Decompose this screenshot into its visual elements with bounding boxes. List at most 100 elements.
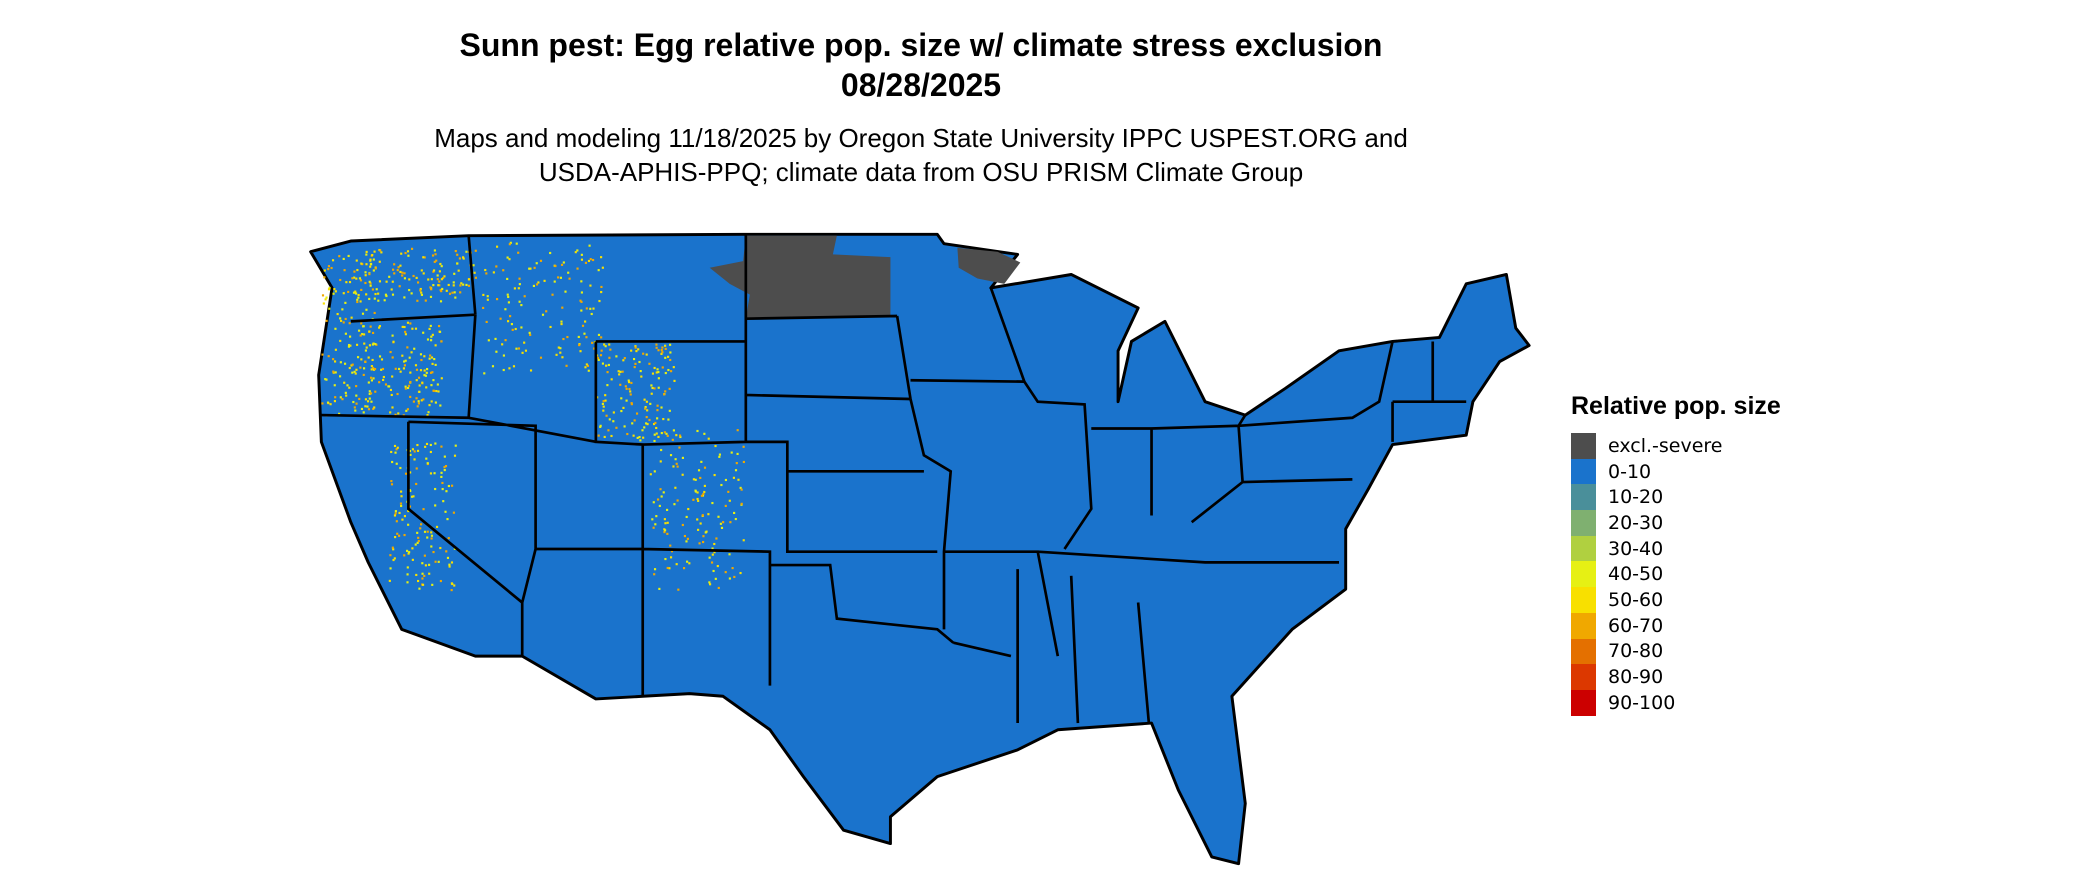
hotspot-cell xyxy=(506,293,509,296)
hotspot-cell xyxy=(368,344,372,347)
hotspot-cell xyxy=(434,401,437,404)
hotspot-cell xyxy=(445,289,448,292)
hotspot-cell xyxy=(608,343,611,346)
hotspot-cell xyxy=(363,342,366,345)
hotspot-cell xyxy=(637,348,640,351)
hotspot-cell xyxy=(696,491,699,494)
hotspot-cell xyxy=(347,290,350,293)
hotspot-cell xyxy=(664,390,667,393)
hotspot-cell xyxy=(448,292,452,295)
hotspot-cell xyxy=(423,574,426,577)
hotspot-cell xyxy=(374,343,377,346)
hotspot-cell xyxy=(355,368,358,371)
hotspot-cell xyxy=(694,490,697,493)
hotspot-cell xyxy=(430,339,433,342)
hotspot-cell xyxy=(729,521,732,524)
legend-label: 90-100 xyxy=(1608,691,1676,714)
hotspot-cell xyxy=(601,266,604,269)
hotspot-cell xyxy=(390,393,393,397)
hotspot-cell xyxy=(369,376,373,379)
hotspot-cell xyxy=(422,398,425,401)
hotspot-cell xyxy=(429,324,432,327)
hotspot-cell xyxy=(415,379,418,382)
hotspot-cell xyxy=(433,260,436,263)
hotspot-cell xyxy=(368,297,371,301)
hotspot-cell xyxy=(365,253,368,256)
hotspot-cell xyxy=(598,299,601,303)
hotspot-cell xyxy=(403,325,406,329)
hotspot-cell xyxy=(400,495,403,498)
hotspot-cell xyxy=(343,362,347,365)
hotspot-cell xyxy=(401,274,404,277)
legend: Relative pop. size excl.-severe 0-10 10-20… xyxy=(1571,392,1781,716)
hotspot-cell xyxy=(472,264,475,267)
hotspot-cell xyxy=(681,456,684,459)
hotspot-cell xyxy=(394,536,397,539)
hotspot-cell xyxy=(397,266,400,269)
hotspot-cell xyxy=(535,262,538,265)
hotspot-cell xyxy=(406,581,409,584)
hotspot-cell xyxy=(668,409,671,412)
hotspot-cell xyxy=(355,385,358,388)
hotspot-cell xyxy=(403,364,406,367)
hotspot-cell xyxy=(508,367,511,370)
hotspot-cell xyxy=(353,406,356,409)
hotspot-cell xyxy=(432,284,435,287)
hotspot-cell xyxy=(660,431,663,435)
hotspot-cell xyxy=(589,284,592,287)
hotspot-cell xyxy=(697,528,700,531)
hotspot-cell xyxy=(495,265,498,268)
hotspot-cell xyxy=(459,291,462,294)
hotspot-cell xyxy=(602,409,605,412)
hotspot-cell xyxy=(694,478,697,481)
hotspot-cell xyxy=(360,407,364,411)
hotspot-cell xyxy=(419,353,423,356)
hotspot-cell xyxy=(433,249,436,252)
hotspot-cell xyxy=(704,531,707,534)
hotspot-cell xyxy=(678,434,682,437)
legend-label: 10-20 xyxy=(1608,486,1664,509)
hotspot-cell xyxy=(669,454,673,457)
hotspot-cell xyxy=(674,458,677,461)
hotspot-cell xyxy=(409,371,412,374)
legend-swatch xyxy=(1571,433,1596,459)
hotspot-cell xyxy=(393,557,396,560)
hotspot-cell xyxy=(635,412,639,415)
hotspot-cell xyxy=(338,255,341,258)
hotspot-cell xyxy=(646,423,649,426)
hotspot-cell xyxy=(339,339,342,342)
hotspot-cell xyxy=(363,367,366,370)
hotspot-cell xyxy=(431,583,434,586)
hotspot-cell xyxy=(404,333,407,336)
hotspot-cell xyxy=(403,554,406,557)
hotspot-cell xyxy=(392,548,395,551)
hotspot-cell xyxy=(574,251,577,254)
hotspot-cell xyxy=(628,387,631,391)
legend-swatch xyxy=(1571,664,1596,690)
hotspot-cell xyxy=(709,583,712,586)
hotspot-cell xyxy=(532,284,536,288)
hotspot-cell xyxy=(708,581,711,584)
hotspot-cell xyxy=(504,308,507,311)
hotspot-cell xyxy=(409,489,412,493)
hotspot-cell xyxy=(334,290,337,293)
hotspot-cell xyxy=(724,571,727,574)
hotspot-cell xyxy=(409,471,412,474)
hotspot-cell xyxy=(453,291,456,294)
hotspot-cell xyxy=(403,533,406,537)
hotspot-cell xyxy=(394,367,397,370)
hotspot-cell xyxy=(416,299,419,302)
hotspot-cell xyxy=(502,354,505,357)
hotspot-cell xyxy=(533,266,536,269)
hotspot-cell xyxy=(728,553,731,556)
hotspot-cell xyxy=(620,397,623,400)
hotspot-cell xyxy=(434,442,437,445)
hotspot-cell xyxy=(644,406,647,409)
hotspot-cell xyxy=(380,358,384,361)
hotspot-cell xyxy=(351,371,354,374)
hotspot-cell xyxy=(512,365,516,368)
hotspot-cell xyxy=(338,375,342,378)
hotspot-cell xyxy=(653,573,656,576)
hotspot-cell xyxy=(456,253,459,256)
hotspot-cell xyxy=(644,407,647,410)
